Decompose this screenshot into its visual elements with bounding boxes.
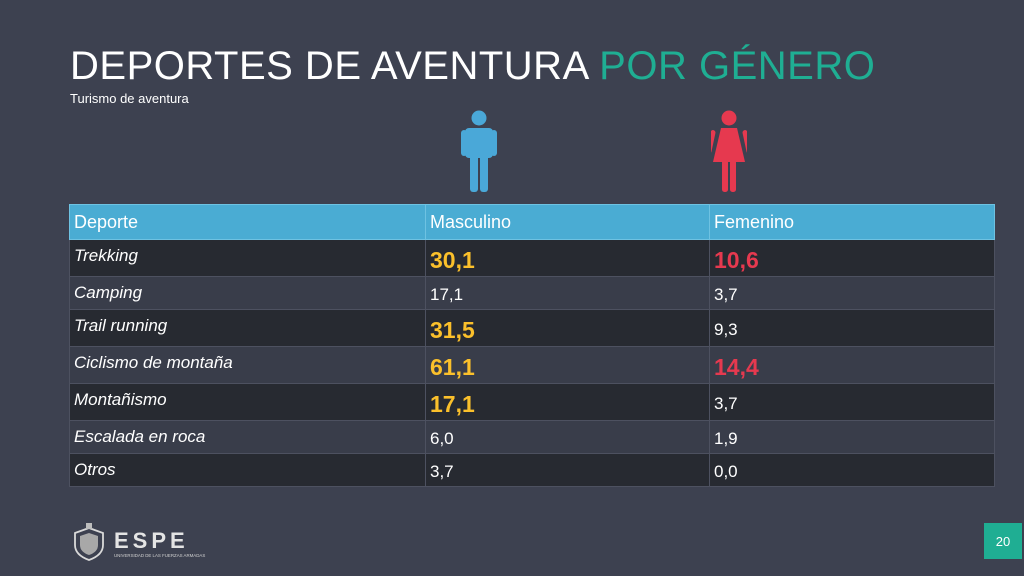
table-row: Escalada en roca 6,0 1,9 (69, 420, 995, 454)
title-accent: POR GÉNERO (599, 44, 876, 88)
table-row: Otros 3,7 0,0 (69, 453, 995, 487)
table-row: Ciclismo de montaña 61,1 14,4 (69, 346, 995, 384)
female-value-cell: 9,3 (709, 309, 995, 347)
table-row: Trail running 31,5 9,3 (69, 309, 995, 347)
female-value-cell: 14,4 (709, 346, 995, 384)
female-person-icon (711, 110, 747, 192)
sport-cell: Trekking (69, 239, 426, 277)
sport-cell: Trail running (69, 309, 426, 347)
male-value-cell: 17,1 (425, 276, 710, 310)
table-row: Montañismo 17,1 3,7 (69, 383, 995, 421)
header-femenino: Femenino (709, 204, 995, 240)
sport-cell: Ciclismo de montaña (69, 346, 426, 384)
sport-cell: Montañismo (69, 383, 426, 421)
female-value-cell: 3,7 (709, 383, 995, 421)
male-person-icon (461, 110, 497, 192)
sport-cell: Camping (69, 276, 426, 310)
female-value-cell: 1,9 (709, 420, 995, 454)
female-value-cell: 3,7 (709, 276, 995, 310)
title-main: DEPORTES DE AVENTURA (70, 44, 588, 88)
male-value-cell: 31,5 (425, 309, 710, 347)
female-value-cell: 0,0 (709, 453, 995, 487)
sport-cell: Otros (69, 453, 426, 487)
female-value-cell: 10,6 (709, 239, 995, 277)
sport-cell: Escalada en roca (69, 420, 426, 454)
header-masculino: Masculino (425, 204, 710, 240)
header-deporte: Deporte (69, 204, 426, 240)
espe-logo: ESPE UNIVERSIDAD DE LAS FUERZAS ARMADAS (74, 523, 205, 561)
svg-text:ESPE: ESPE (114, 528, 189, 553)
page-number: 20 (984, 523, 1022, 559)
table-row: Trekking 30,1 10,6 (69, 239, 995, 277)
sports-by-gender-table: Deporte Masculino Femenino Trekking 30,1… (69, 204, 995, 487)
male-value-cell: 17,1 (425, 383, 710, 421)
svg-text:UNIVERSIDAD DE LAS FUERZAS ARM: UNIVERSIDAD DE LAS FUERZAS ARMADAS (114, 553, 205, 558)
male-value-cell: 6,0 (425, 420, 710, 454)
male-value-cell: 61,1 (425, 346, 710, 384)
page-subtitle: Turismo de aventura (70, 91, 189, 106)
male-value-cell: 30,1 (425, 239, 710, 277)
university-crest-icon (74, 523, 104, 561)
page-title: DEPORTES DE AVENTURA POR GÉNERO (70, 44, 875, 88)
table-header-row: Deporte Masculino Femenino (69, 204, 995, 240)
table-row: Camping 17,1 3,7 (69, 276, 995, 310)
male-value-cell: 3,7 (425, 453, 710, 487)
